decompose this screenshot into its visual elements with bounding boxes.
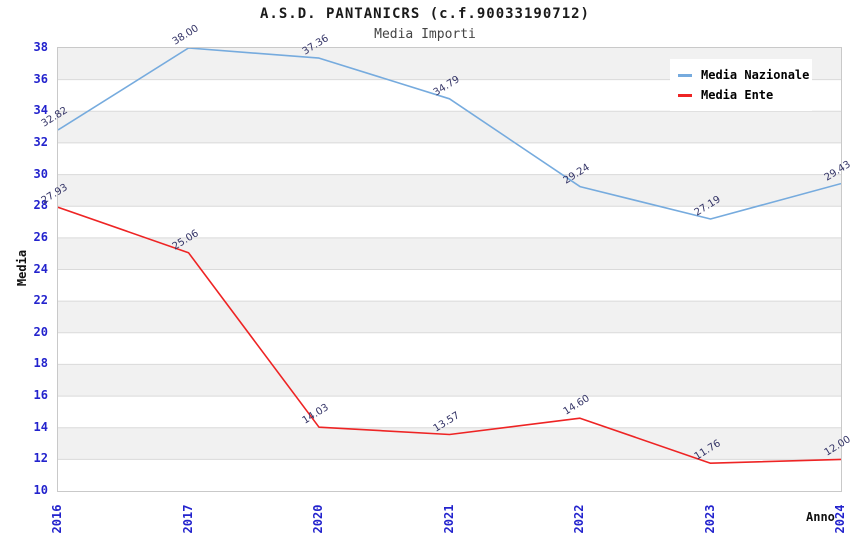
chart-title: A.S.D. PANTANICRS (c.f.90033190712)	[259, 6, 590, 22]
band	[58, 142, 841, 175]
y-tick-label: 30	[33, 166, 48, 181]
band	[58, 332, 841, 365]
band	[58, 301, 841, 333]
y-tick-label: 38	[33, 40, 48, 54]
x-tick-label: 2023	[702, 504, 717, 534]
y-tick-label: 28	[33, 198, 48, 213]
legend-swatch-blue-line-icon	[678, 73, 692, 77]
legend-item-media-ente: Media Ente	[678, 86, 812, 104]
series-line-media-nazionale	[58, 48, 841, 220]
y-tick-label: 32	[33, 134, 48, 149]
y-tick-label: 16	[33, 388, 48, 403]
legend: Media Nazionale Media Ente	[670, 59, 812, 111]
band	[58, 206, 841, 238]
legend-item-media-nazionale: Media Nazionale	[678, 66, 812, 84]
y-tick-label: 24	[33, 261, 48, 276]
x-tick-label: 2016	[50, 504, 64, 534]
band	[58, 269, 841, 302]
y-tick-label: 18	[33, 356, 48, 371]
band	[58, 459, 841, 491]
x-axis-label: Anno	[806, 510, 835, 524]
series-line-media-ente	[58, 206, 841, 465]
chart-subtitle: Media Importi	[374, 27, 476, 42]
x-tick-label: 2021	[441, 504, 456, 534]
y-tick-label: 20	[33, 324, 48, 339]
y-tick-label: 12	[33, 451, 48, 466]
x-tick-label: 2017	[180, 504, 195, 534]
y-tick-label: 22	[33, 293, 48, 308]
y-tick-label: 36	[33, 71, 48, 86]
band	[58, 396, 841, 428]
band	[58, 174, 841, 207]
y-axis-label: Media	[15, 249, 29, 287]
y-tick-label: 34	[33, 103, 48, 118]
legend-label: Media Nazionale	[701, 68, 810, 82]
plot-area	[57, 47, 842, 492]
y-tick-label: 26	[33, 229, 48, 244]
legend-label: Media Ente	[701, 88, 774, 102]
x-tick-label: 2024	[833, 504, 847, 534]
x-tick-label: 2020	[311, 504, 325, 534]
band	[58, 111, 841, 143]
band	[58, 427, 841, 460]
legend-swatch-red-line-icon	[678, 93, 692, 97]
y-tick-label: 10	[33, 483, 48, 497]
plot-canvas	[58, 48, 841, 491]
y-tick-label: 14	[33, 419, 48, 434]
x-tick-label: 2022	[572, 504, 586, 534]
band	[58, 364, 841, 397]
